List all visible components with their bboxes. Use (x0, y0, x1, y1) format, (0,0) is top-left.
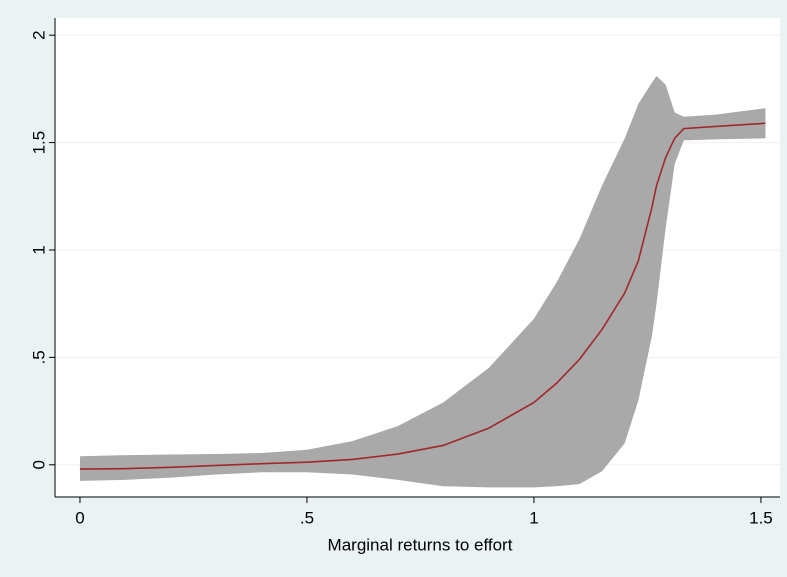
confidence-band (79, 75, 766, 488)
y-tick-label: .5 (29, 350, 48, 364)
x-tick-label: .5 (300, 508, 314, 527)
x-axis-title: Marginal returns to effort (328, 535, 513, 554)
y-tick-label: 2 (29, 30, 48, 39)
x-tick-label: 1.5 (749, 508, 773, 527)
y-tick-label: 0 (29, 460, 48, 469)
x-tick-label: 1 (529, 508, 538, 527)
line (79, 122, 766, 470)
y-tick-label: 1.5 (29, 131, 48, 155)
y-tick-label: 1 (29, 245, 48, 254)
x-tick-label: 0 (75, 508, 84, 527)
